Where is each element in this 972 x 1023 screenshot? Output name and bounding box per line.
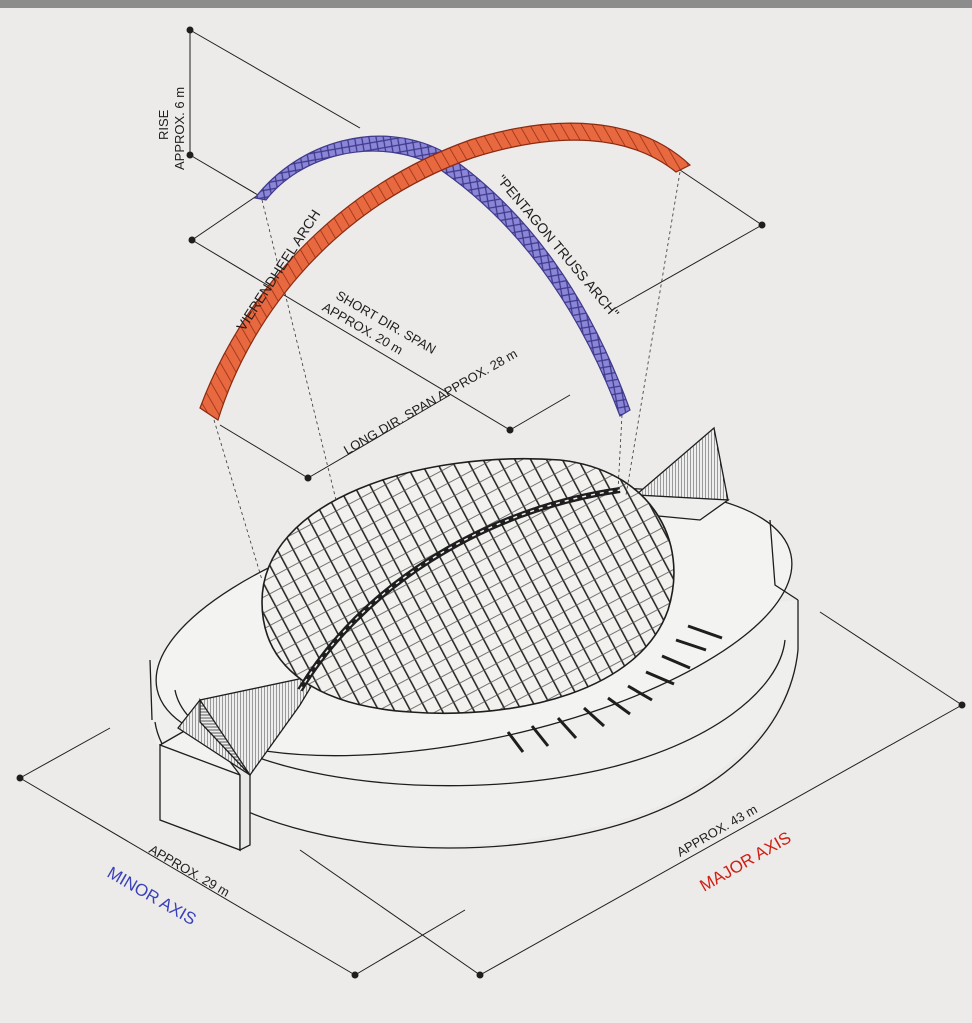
rise-title: RISE xyxy=(156,109,171,140)
projection-lines xyxy=(213,171,681,581)
top-border xyxy=(0,0,972,8)
dimension-dots xyxy=(16,26,966,979)
vierendeel-arch-label: VIERENDHEEL ARCH xyxy=(233,207,323,334)
seating-slots xyxy=(506,624,723,753)
pentagon-truss-arch xyxy=(253,135,631,417)
dimension-lines xyxy=(19,29,963,976)
entrance-block xyxy=(159,674,320,852)
vierendeel-arch xyxy=(199,122,692,421)
dome-roof xyxy=(261,457,675,715)
label-short-span: SHORT DIR. SPAN APPROX. 20 m xyxy=(320,288,439,358)
long-span-label: LONG DIR. SPAN APPROX. 28 m xyxy=(341,346,520,458)
east-canopy xyxy=(634,426,730,521)
rise-value: APPROX. 6 m xyxy=(172,87,187,170)
label-rise: RISE APPROX. 6 m xyxy=(156,87,187,170)
pentagon-arch-label: "PENTAGON TRUSS ARCH" xyxy=(494,172,623,321)
